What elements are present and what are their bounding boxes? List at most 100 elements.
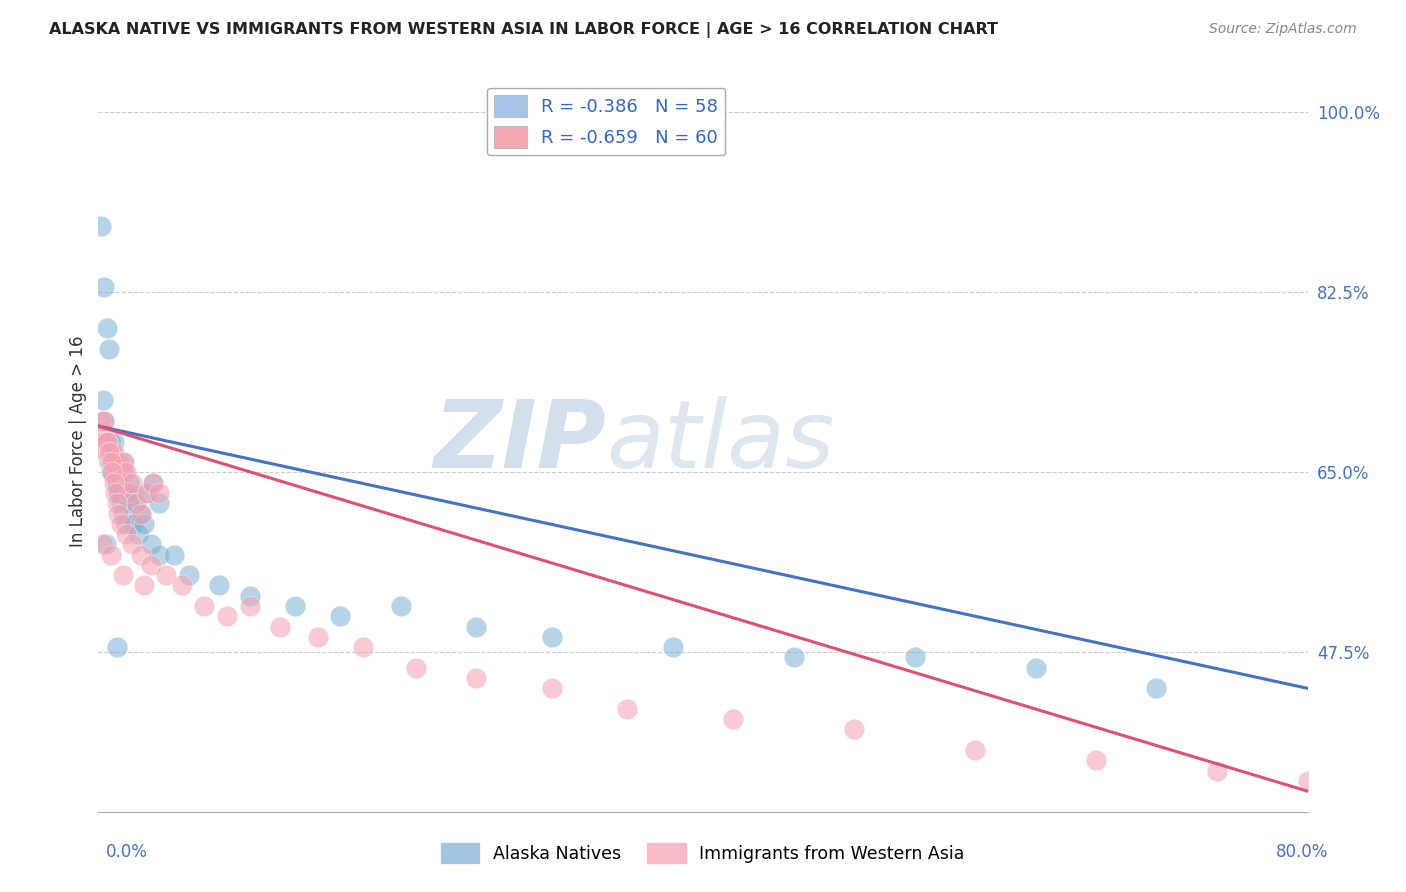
Point — [269, 619, 291, 633]
Point — [465, 671, 488, 685]
Point — [163, 548, 186, 562]
Point — [132, 516, 155, 531]
Point — [307, 630, 329, 644]
Point — [661, 640, 683, 655]
Point — [105, 496, 128, 510]
Point — [108, 486, 131, 500]
Point — [94, 445, 117, 459]
Point — [114, 527, 136, 541]
Point — [723, 712, 745, 726]
Point — [118, 475, 141, 490]
Point — [94, 434, 117, 449]
Point — [93, 414, 115, 428]
Point — [284, 599, 307, 613]
Text: atlas: atlas — [606, 396, 835, 487]
Point — [107, 475, 129, 490]
Point — [121, 537, 143, 551]
Point — [129, 507, 152, 521]
Point — [111, 568, 134, 582]
Point — [90, 414, 112, 428]
Point — [96, 434, 118, 449]
Point — [96, 434, 118, 449]
Point — [98, 445, 121, 459]
Point — [1296, 773, 1319, 788]
Point — [103, 455, 125, 469]
Point — [101, 466, 124, 480]
Point — [127, 527, 149, 541]
Point — [98, 445, 121, 459]
Point — [96, 321, 118, 335]
Point — [105, 640, 128, 655]
Point — [96, 445, 118, 459]
Text: ZIP: ZIP — [433, 395, 606, 488]
Point — [239, 599, 262, 613]
Point — [110, 475, 132, 490]
Point — [148, 486, 170, 500]
Y-axis label: In Labor Force | Age > 16: In Labor Force | Age > 16 — [69, 335, 87, 548]
Point — [104, 466, 127, 480]
Point — [108, 455, 131, 469]
Point — [844, 723, 866, 737]
Point — [148, 496, 170, 510]
Point — [105, 455, 128, 469]
Point — [329, 609, 352, 624]
Point — [783, 650, 806, 665]
Point — [94, 537, 117, 551]
Point — [142, 475, 165, 490]
Point — [110, 496, 132, 510]
Point — [239, 589, 262, 603]
Point — [100, 548, 122, 562]
Point — [389, 599, 412, 613]
Point — [103, 434, 125, 449]
Point — [616, 702, 638, 716]
Point — [125, 496, 148, 510]
Point — [91, 537, 114, 551]
Point — [179, 568, 201, 582]
Point — [101, 455, 124, 469]
Point — [105, 466, 128, 480]
Point — [540, 681, 562, 696]
Point — [118, 486, 141, 500]
Point — [114, 466, 136, 480]
Point — [141, 537, 163, 551]
Point — [148, 548, 170, 562]
Point — [1144, 681, 1167, 696]
Point — [114, 486, 136, 500]
Point — [122, 516, 145, 531]
Point — [101, 466, 124, 480]
Point — [105, 475, 128, 490]
Point — [193, 599, 215, 613]
Point — [111, 466, 134, 480]
Point — [107, 486, 129, 500]
Text: 80.0%: 80.0% — [1277, 843, 1329, 861]
Point — [904, 650, 927, 665]
Point — [1024, 661, 1046, 675]
Point — [111, 507, 134, 521]
Point — [100, 445, 122, 459]
Point — [540, 630, 562, 644]
Point — [132, 578, 155, 592]
Point — [155, 568, 177, 582]
Point — [91, 424, 114, 438]
Point — [112, 466, 135, 480]
Point — [1085, 753, 1108, 767]
Point — [465, 619, 488, 633]
Point — [90, 219, 112, 233]
Point — [1206, 764, 1229, 778]
Point — [141, 558, 163, 572]
Text: Source: ZipAtlas.com: Source: ZipAtlas.com — [1209, 22, 1357, 37]
Legend: Alaska Natives, Immigrants from Western Asia: Alaska Natives, Immigrants from Western … — [434, 836, 972, 870]
Point — [114, 516, 136, 531]
Point — [118, 496, 141, 510]
Point — [93, 280, 115, 294]
Point — [103, 445, 125, 459]
Point — [104, 486, 127, 500]
Point — [107, 466, 129, 480]
Point — [135, 486, 157, 500]
Text: ALASKA NATIVE VS IMMIGRANTS FROM WESTERN ASIA IN LABOR FORCE | AGE > 16 CORRELAT: ALASKA NATIVE VS IMMIGRANTS FROM WESTERN… — [49, 22, 998, 38]
Point — [110, 475, 132, 490]
Point — [142, 475, 165, 490]
Point — [101, 445, 124, 459]
Point — [125, 496, 148, 510]
Point — [352, 640, 374, 655]
